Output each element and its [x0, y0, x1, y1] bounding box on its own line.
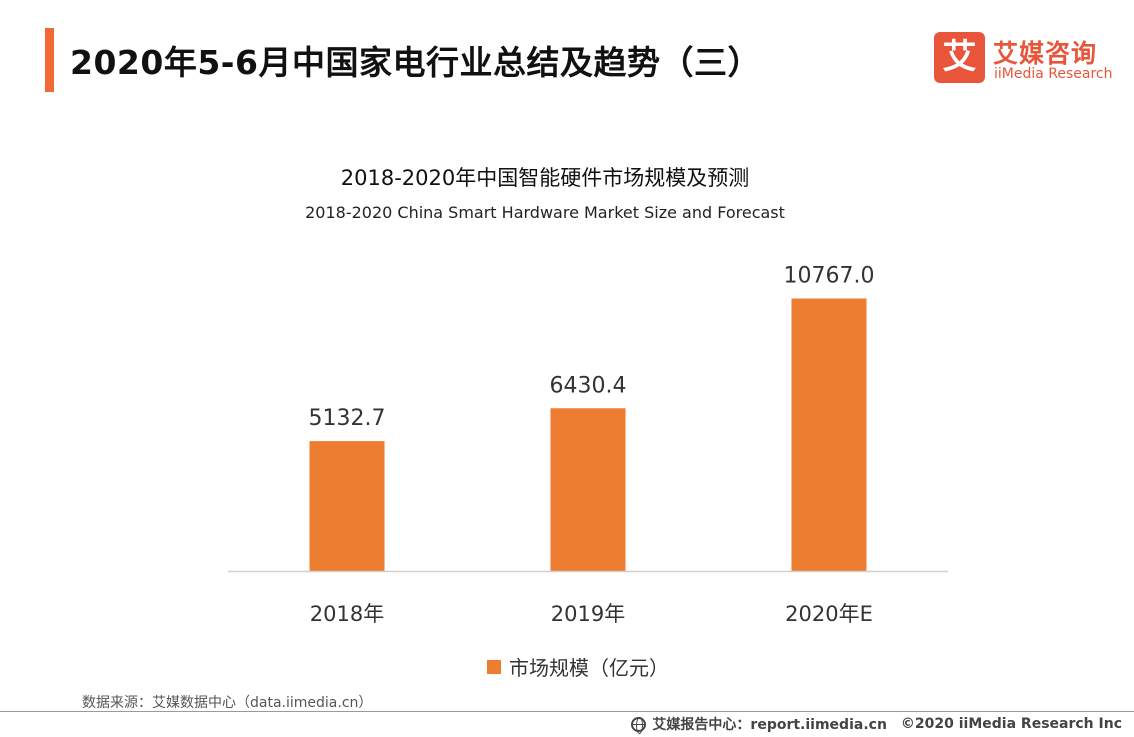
footer: 艾媒报告中心：report.iimedia.cn ©2020 iiMedia Re…: [631, 714, 1122, 734]
bar-value-label-1: 5132.7: [309, 406, 386, 431]
logo-name-en: iiMedia Research: [994, 66, 1113, 82]
chart-legend: 市场规模（亿元）: [487, 652, 669, 681]
legend-swatch: [487, 659, 501, 674]
page-title: 2020年5-6月中国家电行业总结及趋势（三）: [70, 43, 761, 82]
logo-mark-icon: 艾: [934, 32, 985, 83]
footer-divider: [0, 711, 1134, 712]
bar-value-label-3: 10767.0: [784, 264, 875, 289]
bar-3: [791, 298, 867, 571]
category-label-2: 2019年: [551, 602, 625, 626]
globe-icon: [631, 716, 647, 734]
bars-group: 5132.7 2018年 6430.4 2019年 10767.0 2020年E: [309, 264, 875, 627]
source-note: 数据来源：艾媒数据中心（data.iimedia.cn）: [82, 695, 373, 711]
brand-logo: 艾 艾媒咨询 iiMedia Research: [934, 32, 1114, 88]
category-label-3: 2020年E: [785, 602, 873, 626]
logo-name-cn: 艾媒咨询: [993, 39, 1098, 68]
bar-2: [550, 408, 626, 571]
title-accent-bar: [45, 28, 54, 92]
chart-subtitle: 2018-2020 China Smart Hardware Market Si…: [305, 203, 785, 222]
category-label-1: 2018年: [310, 602, 384, 626]
chart-title: 2018-2020年中国智能硬件市场规模及预测: [340, 166, 750, 190]
bar-1: [309, 441, 385, 571]
legend-label: 市场规模（亿元）: [509, 656, 669, 680]
bar-value-label-2: 6430.4: [550, 373, 627, 398]
footer-copyright: ©2020 iiMedia Research Inc: [900, 716, 1122, 732]
footer-report-site: 艾媒报告中心：report.iimedia.cn: [652, 717, 887, 733]
